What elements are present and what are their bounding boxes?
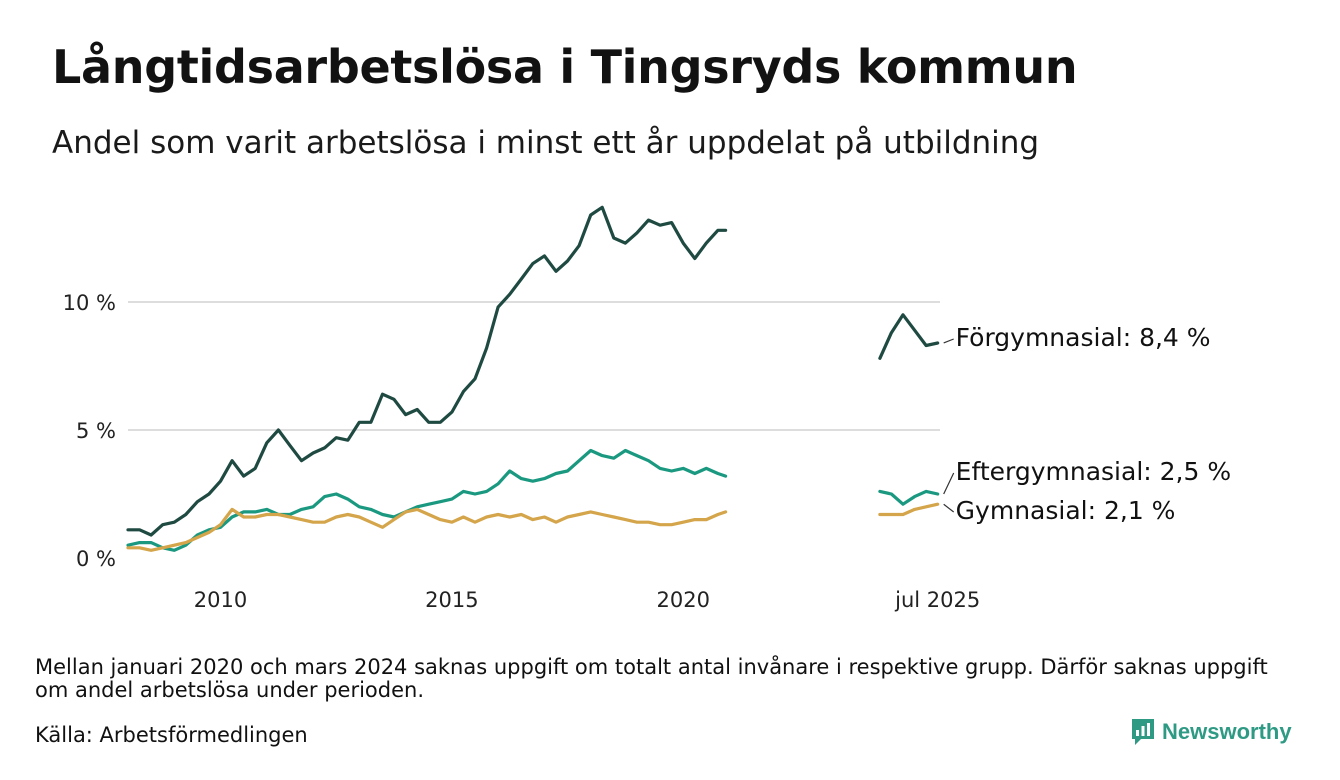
y-tick-label: 0 % bbox=[76, 547, 116, 571]
series-line-gymnasial bbox=[126, 507, 728, 552]
y-tick-label: 5 % bbox=[76, 419, 116, 443]
label-leader-forgymnasial bbox=[943, 338, 954, 344]
label-leader-gymnasial bbox=[943, 503, 955, 513]
footnote: Mellan januari 2020 och mars 2024 saknas… bbox=[35, 655, 1268, 702]
x-tick-label: 2010 bbox=[194, 588, 247, 612]
chart-title: Långtidsarbetslösa i Tingsryds kommun bbox=[52, 40, 1078, 94]
series-line-eftergymnasial bbox=[878, 489, 940, 506]
newsworthy-logo-icon bbox=[1132, 719, 1154, 745]
series-label-gymnasial: Gymnasial: 2,1 % bbox=[956, 496, 1176, 525]
x-tick-label: jul 2025 bbox=[894, 588, 980, 612]
brand-logo: Newsworthy bbox=[1130, 717, 1292, 747]
x-tick-label: 2020 bbox=[656, 588, 709, 612]
y-tick-label: 10 % bbox=[63, 291, 116, 315]
x-tick-label: 2015 bbox=[425, 588, 478, 612]
series-line-gymnasial bbox=[878, 502, 940, 517]
series-line-eftergymnasial bbox=[126, 448, 728, 552]
line-chart: 0 % 5 % 10 % 2010 2015 2020 jul 2025 Förgymnasi… bbox=[63, 205, 1231, 612]
series-line-forgymnasial bbox=[878, 313, 940, 360]
series-label-forgymnasial: Förgymnasial: 8,4 % bbox=[956, 323, 1211, 352]
chart-subtitle: Andel som varit arbetslösa i minst ett å… bbox=[52, 125, 1040, 161]
brand-name: Newsworthy bbox=[1162, 719, 1292, 744]
series-label-eftergymnasial: Eftergymnasial: 2,5 % bbox=[956, 457, 1231, 486]
source-text: Källa: Arbetsförmedlingen bbox=[35, 723, 308, 747]
label-leader-eftergymnasial bbox=[943, 472, 955, 495]
series-line-forgymnasial bbox=[126, 205, 728, 537]
